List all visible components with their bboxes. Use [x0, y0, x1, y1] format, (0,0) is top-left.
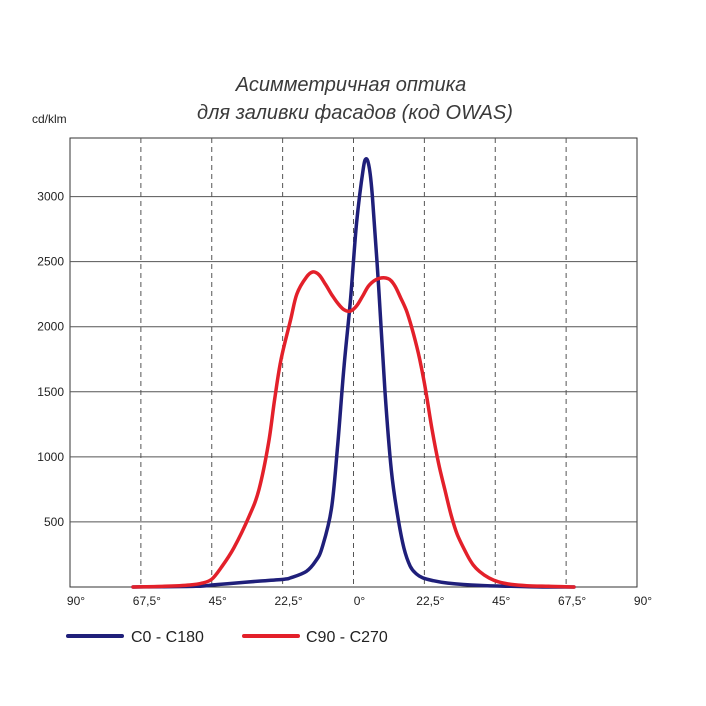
- legend: C0 - C180 C90 - C270: [66, 629, 388, 646]
- x-tick-label: 67,5°: [133, 594, 161, 608]
- x-tick-labels: 90° 67,5° 45° 22,5° 0° 22,5° 45° 67,5° 90°: [67, 594, 652, 608]
- chart-subtitle: для заливки фасадов (код OWAS): [197, 102, 513, 124]
- x-tick-label: 45°: [209, 594, 227, 608]
- x-tick-label: 0°: [354, 594, 366, 608]
- y-tick-label: 1500: [37, 385, 64, 399]
- y-axis-unit-label: cd/klm: [32, 112, 67, 126]
- chart-title: Асимметричная оптика: [235, 74, 466, 96]
- grid-lines: [70, 138, 637, 587]
- y-tick-label: 2000: [37, 320, 64, 334]
- x-tick-label: 22,5°: [275, 594, 303, 608]
- x-tick-label: 90°: [634, 594, 652, 608]
- data-series: [131, 157, 576, 589]
- legend-label-c0: C0 - C180: [131, 629, 204, 646]
- series-line-c90-c270: [131, 270, 576, 589]
- x-tick-label: 22,5°: [416, 594, 444, 608]
- series-line-c0-c180: [131, 157, 576, 589]
- x-tick-label: 45°: [492, 594, 510, 608]
- legend-label-c90: C90 - C270: [306, 629, 388, 646]
- x-tick-label: 67,5°: [558, 594, 586, 608]
- y-tick-labels: 500 1000 1500 2000 2500 3000: [37, 190, 64, 529]
- y-tick-label: 3000: [37, 190, 64, 204]
- y-tick-label: 500: [44, 515, 64, 529]
- x-tick-label: 90°: [67, 594, 85, 608]
- y-tick-label: 1000: [37, 450, 64, 464]
- y-tick-label: 2500: [37, 255, 64, 269]
